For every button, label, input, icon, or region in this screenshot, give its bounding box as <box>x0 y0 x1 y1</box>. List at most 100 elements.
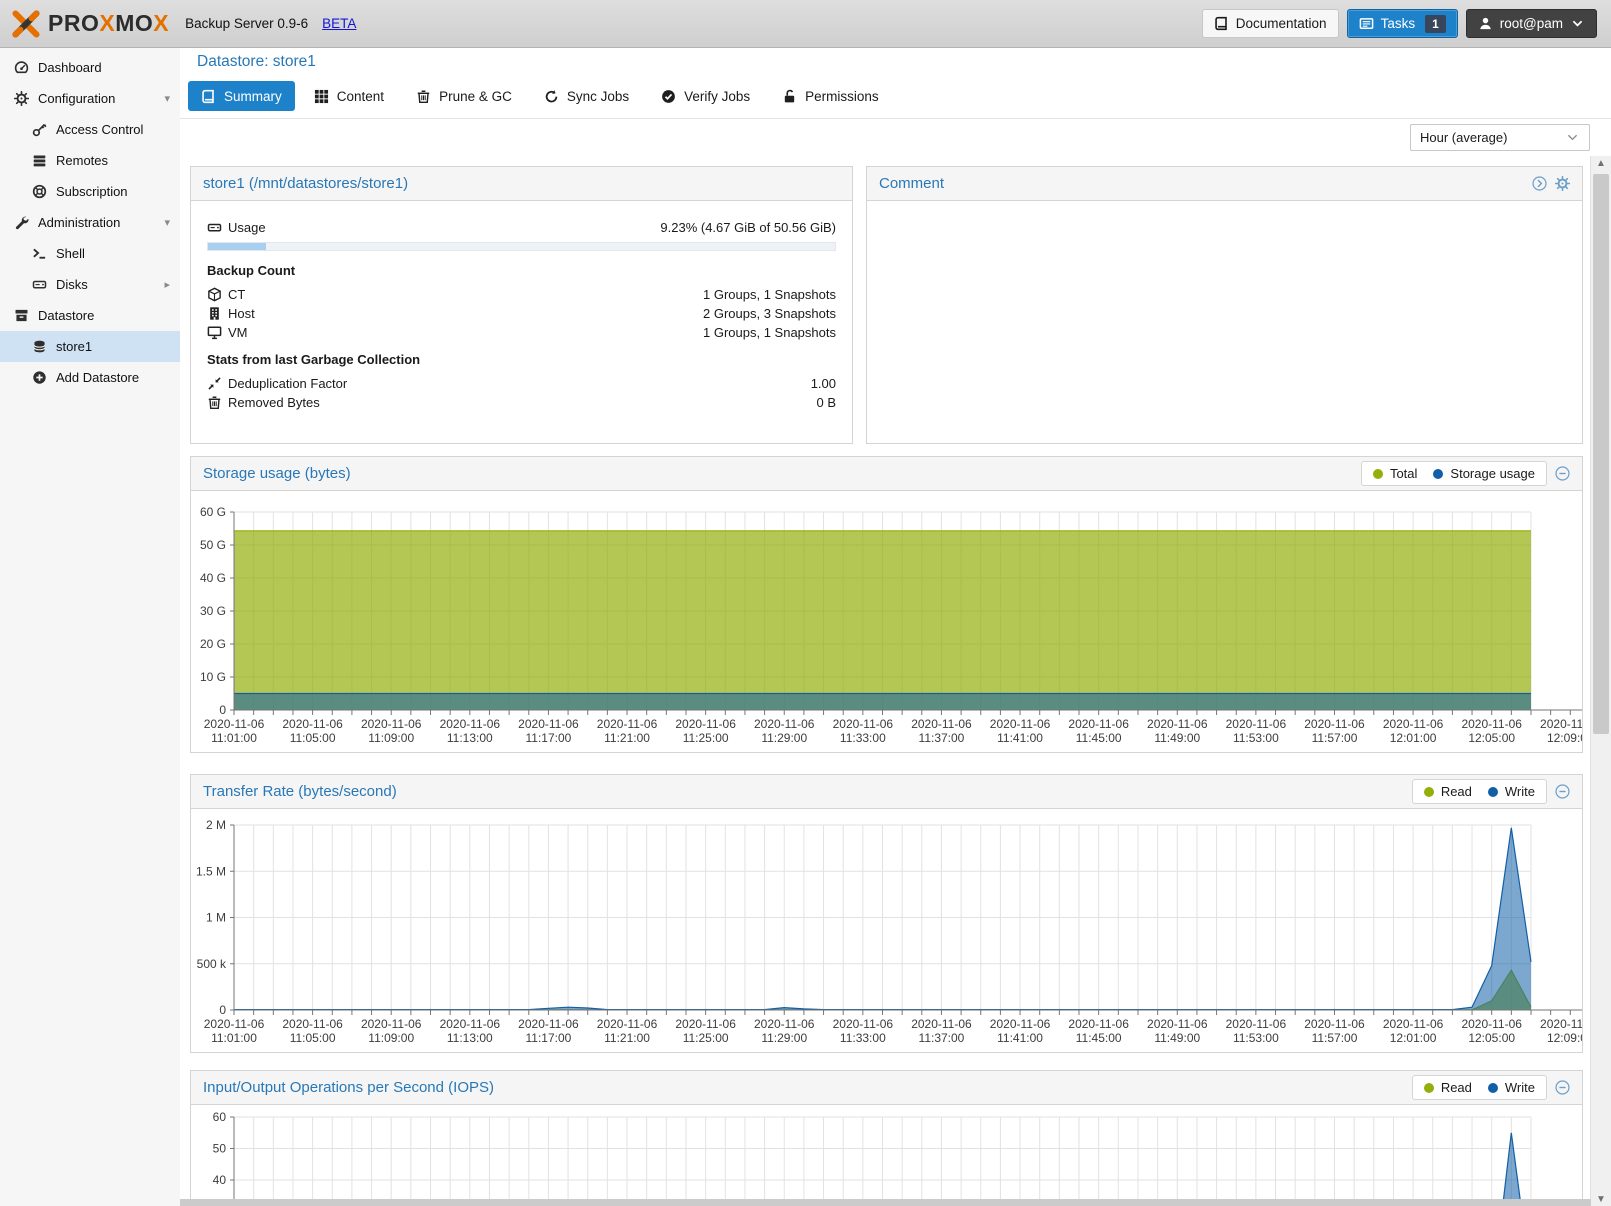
sidebar-item-dashboard[interactable]: Dashboard <box>0 52 180 83</box>
gear-icon[interactable] <box>1555 176 1570 191</box>
documentation-button[interactable]: Documentation <box>1201 9 1339 38</box>
horizontal-scrollbar[interactable] <box>180 1199 1591 1206</box>
sidebar-item-label: Remotes <box>56 153 109 168</box>
sidebar-item-label: store1 <box>56 339 93 354</box>
iops-chart: 01020304050602020-11-0611:01:002020-11-0… <box>213 1110 1532 1206</box>
check-circle-icon <box>661 89 676 104</box>
user-icon <box>1478 16 1493 31</box>
legend-item-write[interactable]: Write <box>1487 1080 1535 1095</box>
summary-row-label: Deduplication Factor <box>228 376 348 391</box>
summary-row-label: Removed Bytes <box>228 395 320 410</box>
tab-label: Sync Jobs <box>566 88 630 104</box>
legend-item-read[interactable]: Read <box>1423 1080 1472 1095</box>
key-icon <box>31 122 48 137</box>
user-menu-button[interactable]: root@pam <box>1465 9 1597 38</box>
storage-legend: Total Storage usage <box>1360 461 1547 486</box>
tab-separator <box>180 118 1611 119</box>
collapse-icon[interactable] <box>1555 1080 1570 1095</box>
sidebar-item-label: Disks <box>56 277 88 292</box>
legend-item-read[interactable]: Read <box>1423 784 1472 799</box>
summary-row-label: CT <box>228 287 246 302</box>
summary-row-host: Host 2 Groups, 3 Snapshots <box>207 304 836 323</box>
legend-dot <box>1372 468 1383 479</box>
terminal-icon <box>31 246 48 261</box>
tab-verify-jobs[interactable]: Verify Jobs <box>648 81 763 111</box>
chevron-down-icon <box>1565 130 1580 145</box>
sidebar-item-administration[interactable]: Administration ▾ <box>0 207 180 238</box>
usage-value: 9.23% (4.67 GiB of 50.56 GiB) <box>660 220 836 235</box>
beta-link[interactable]: BETA <box>322 16 357 31</box>
usage-progress-fill <box>208 243 266 250</box>
vertical-scrollbar[interactable]: ▲ ▼ <box>1590 156 1611 1206</box>
sidebar-item-shell[interactable]: Shell <box>0 238 180 269</box>
tachometer-icon <box>13 60 30 75</box>
sidebar-item-access-control[interactable]: Access Control <box>0 114 180 145</box>
sidebar-item-label: Subscription <box>56 184 128 199</box>
time-range-select[interactable]: Hour (average) <box>1410 124 1590 151</box>
tab-summary[interactable]: Summary <box>188 81 295 111</box>
store-summary-body: Usage 9.23% (4.67 GiB of 50.56 GiB) Back… <box>191 201 852 412</box>
collapse-icon[interactable] <box>1555 466 1570 481</box>
legend-label: Read <box>1440 784 1472 799</box>
expand-arrow-icon: ▸ <box>164 279 170 291</box>
transfer-rate-header: Transfer Rate (bytes/second) Read Write <box>191 775 1582 809</box>
sidebar-item-label: Shell <box>56 246 85 261</box>
top-bar: PROXMOX Backup Server 0.9-6 BETA Documen… <box>0 0 1611 48</box>
transfer-rate-title: Transfer Rate (bytes/second) <box>203 783 397 800</box>
sidebar-item-datastore[interactable]: Datastore <box>0 300 180 331</box>
legend-label: Total <box>1389 466 1418 481</box>
summary-row-removed-bytes: Removed Bytes 0 B <box>207 393 836 412</box>
scroll-up-arrow[interactable]: ▲ <box>1596 157 1606 169</box>
legend-item-write[interactable]: Write <box>1487 784 1535 799</box>
comment-header: Comment <box>867 167 1582 201</box>
legend-item-total[interactable]: Total <box>1372 466 1418 481</box>
database-icon <box>31 339 48 354</box>
tab-label: Summary <box>224 88 282 104</box>
sidebar-item-store1[interactable]: store1 <box>0 331 180 362</box>
brand: PROXMOX Backup Server 0.9-6 BETA <box>0 9 357 38</box>
tab-content[interactable]: Content <box>301 81 397 111</box>
remotes-icon <box>31 153 48 168</box>
scroll-down-arrow[interactable]: ▼ <box>1596 1193 1606 1205</box>
sidebar-item-subscription[interactable]: Subscription <box>0 176 180 207</box>
desktop-icon <box>207 325 228 340</box>
svg-text:20 G: 20 G <box>200 637 226 651</box>
sidebar-item-remotes[interactable]: Remotes <box>0 145 180 176</box>
grid-icon <box>314 89 329 104</box>
tab-label: Permissions <box>805 88 879 104</box>
task-list-icon <box>1359 16 1374 31</box>
svg-text:30 G: 30 G <box>200 604 226 618</box>
legend-dot <box>1487 1082 1498 1093</box>
edit-comment-icon[interactable] <box>1532 176 1547 191</box>
comment-body[interactable] <box>867 201 1582 444</box>
sidebar-item-disks[interactable]: Disks ▸ <box>0 269 180 300</box>
sidebar-item-add-datastore[interactable]: Add Datastore <box>0 362 180 393</box>
tab-sync-jobs[interactable]: Sync Jobs <box>531 81 642 111</box>
tab-permissions[interactable]: Permissions <box>769 81 892 111</box>
sidebar-item-configuration[interactable]: Configuration ▾ <box>0 83 180 114</box>
content-area: store1 (/mnt/datastores/store1) Usage 9.… <box>180 156 1591 1206</box>
tab-label: Content <box>336 88 385 104</box>
scrollbar-thumb[interactable] <box>1593 174 1609 734</box>
legend-item-storage-usage[interactable]: Storage usage <box>1433 466 1535 481</box>
datastore-summary-header: store1 (/mnt/datastores/store1) <box>191 167 852 201</box>
tasks-button[interactable]: Tasks 1 <box>1346 9 1458 38</box>
tasks-count-badge: 1 <box>1425 14 1446 33</box>
summary-row-vm: VM 1 Groups, 1 Snapshots <box>207 323 836 342</box>
time-range-value: Hour (average) <box>1420 130 1508 145</box>
tab-prune-gc[interactable]: Prune & GC <box>403 81 525 111</box>
collapse-icon[interactable] <box>1555 784 1570 799</box>
